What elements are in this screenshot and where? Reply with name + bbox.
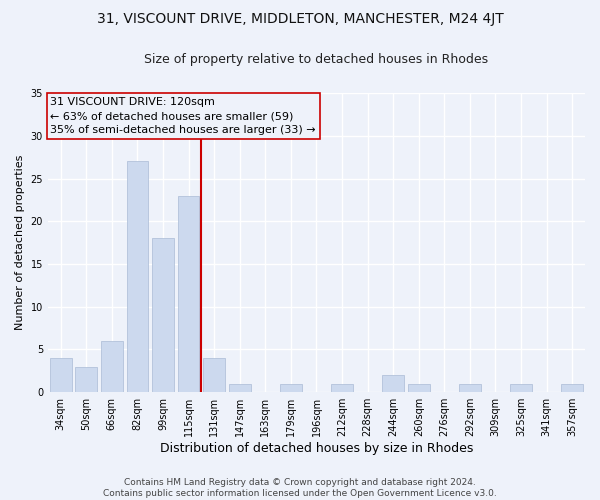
Y-axis label: Number of detached properties: Number of detached properties [15, 155, 25, 330]
Bar [510, 384, 532, 392]
Bar [101, 341, 123, 392]
Bar [229, 384, 251, 392]
Text: 31, VISCOUNT DRIVE, MIDDLETON, MANCHESTER, M24 4JT: 31, VISCOUNT DRIVE, MIDDLETON, MANCHESTE… [97, 12, 503, 26]
Bar [562, 384, 583, 392]
Bar [127, 162, 148, 392]
Bar [152, 238, 174, 392]
Text: 31 VISCOUNT DRIVE: 120sqm
← 63% of detached houses are smaller (59)
35% of semi-: 31 VISCOUNT DRIVE: 120sqm ← 63% of detac… [50, 98, 316, 136]
Bar [76, 366, 97, 392]
Bar [331, 384, 353, 392]
Bar [178, 196, 199, 392]
Bar [459, 384, 481, 392]
Bar [408, 384, 430, 392]
Title: Size of property relative to detached houses in Rhodes: Size of property relative to detached ho… [145, 52, 488, 66]
Text: Contains HM Land Registry data © Crown copyright and database right 2024.
Contai: Contains HM Land Registry data © Crown c… [103, 478, 497, 498]
X-axis label: Distribution of detached houses by size in Rhodes: Distribution of detached houses by size … [160, 442, 473, 455]
Bar [203, 358, 225, 392]
Bar [280, 384, 302, 392]
Bar [50, 358, 71, 392]
Bar [382, 375, 404, 392]
